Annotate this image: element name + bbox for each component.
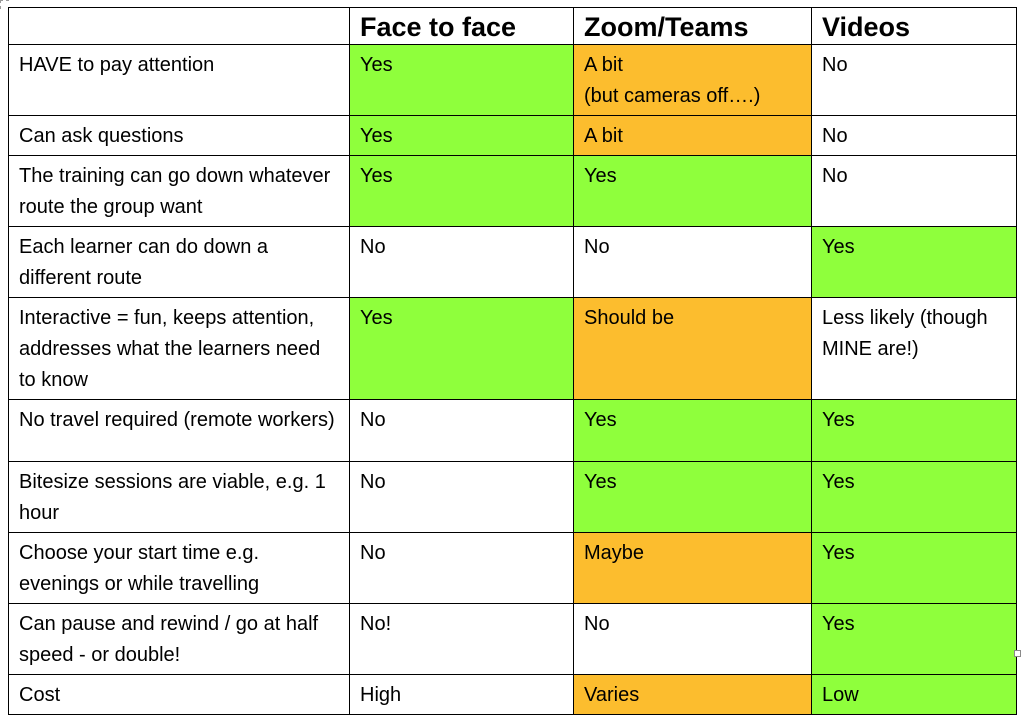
table-row: No travel required (remote workers) No Y… bbox=[8, 399, 1017, 462]
row-label: No travel required (remote workers) bbox=[8, 399, 350, 462]
comparison-table[interactable]: Face to face Zoom/Teams Videos HAVE to p… bbox=[8, 7, 1017, 715]
videos-cell: Yes bbox=[811, 461, 1017, 533]
zoom-teams-cell: Maybe bbox=[573, 532, 812, 604]
videos-cell: Yes bbox=[811, 226, 1017, 298]
header-videos: Videos bbox=[811, 7, 1017, 45]
selection-frame-corner bbox=[0, 0, 9, 9]
videos-cell: Yes bbox=[811, 532, 1017, 604]
face-to-face-cell: Yes bbox=[349, 297, 574, 400]
face-to-face-cell: No bbox=[349, 226, 574, 298]
videos-cell: No bbox=[811, 115, 1017, 156]
header-corner-cell bbox=[8, 7, 350, 45]
table-row: The training can go down whatever route … bbox=[8, 155, 1017, 227]
zoom-teams-cell: Yes bbox=[573, 155, 812, 227]
zoom-teams-cell: Should be bbox=[573, 297, 812, 400]
table-row: Each learner can do down a different rou… bbox=[8, 226, 1017, 298]
face-to-face-cell: Yes bbox=[349, 115, 574, 156]
row-label: HAVE to pay attention bbox=[8, 44, 350, 116]
zoom-teams-cell: A bit bbox=[573, 115, 812, 156]
face-to-face-cell: No bbox=[349, 461, 574, 533]
row-label: Can ask questions bbox=[8, 115, 350, 156]
zoom-teams-cell: Yes bbox=[573, 399, 812, 462]
row-label: Cost bbox=[8, 674, 350, 715]
zoom-teams-cell: No bbox=[573, 226, 812, 298]
zoom-teams-cell: A bit (but cameras off….) bbox=[573, 44, 812, 116]
table-row: Can pause and rewind / go at half speed … bbox=[8, 603, 1017, 675]
row-label: Interactive = fun, keeps attention, addr… bbox=[8, 297, 350, 400]
table-row: HAVE to pay attention Yes A bit (but cam… bbox=[8, 44, 1017, 116]
table-row: Cost High Varies Low bbox=[8, 674, 1017, 715]
face-to-face-cell: Yes bbox=[349, 44, 574, 116]
zoom-teams-cell: Yes bbox=[573, 461, 812, 533]
table-row: Bitesize sessions are viable, e.g. 1 hou… bbox=[8, 461, 1017, 533]
table-row: Can ask questions Yes A bit No bbox=[8, 115, 1017, 156]
row-label: Choose your start time e.g. evenings or … bbox=[8, 532, 350, 604]
face-to-face-cell: High bbox=[349, 674, 574, 715]
face-to-face-cell: No bbox=[349, 399, 574, 462]
videos-cell: Yes bbox=[811, 399, 1017, 462]
videos-cell: No bbox=[811, 155, 1017, 227]
face-to-face-cell: Yes bbox=[349, 155, 574, 227]
resize-handle[interactable] bbox=[1014, 650, 1021, 657]
header-zoom-teams: Zoom/Teams bbox=[573, 7, 812, 45]
face-to-face-cell: No! bbox=[349, 603, 574, 675]
face-to-face-cell: No bbox=[349, 532, 574, 604]
header-row: Face to face Zoom/Teams Videos bbox=[8, 7, 1017, 45]
videos-cell: Yes bbox=[811, 603, 1017, 675]
videos-cell: No bbox=[811, 44, 1017, 116]
row-label: The training can go down whatever route … bbox=[8, 155, 350, 227]
zoom-teams-cell: No bbox=[573, 603, 812, 675]
row-label: Each learner can do down a different rou… bbox=[8, 226, 350, 298]
table-row: Choose your start time e.g. evenings or … bbox=[8, 532, 1017, 604]
table-row: Interactive = fun, keeps attention, addr… bbox=[8, 297, 1017, 400]
videos-cell: Low bbox=[811, 674, 1017, 715]
row-label: Can pause and rewind / go at half speed … bbox=[8, 603, 350, 675]
row-label: Bitesize sessions are viable, e.g. 1 hou… bbox=[8, 461, 350, 533]
videos-cell: Less likely (though MINE are!) bbox=[811, 297, 1017, 400]
header-face-to-face: Face to face bbox=[349, 7, 574, 45]
zoom-teams-cell: Varies bbox=[573, 674, 812, 715]
